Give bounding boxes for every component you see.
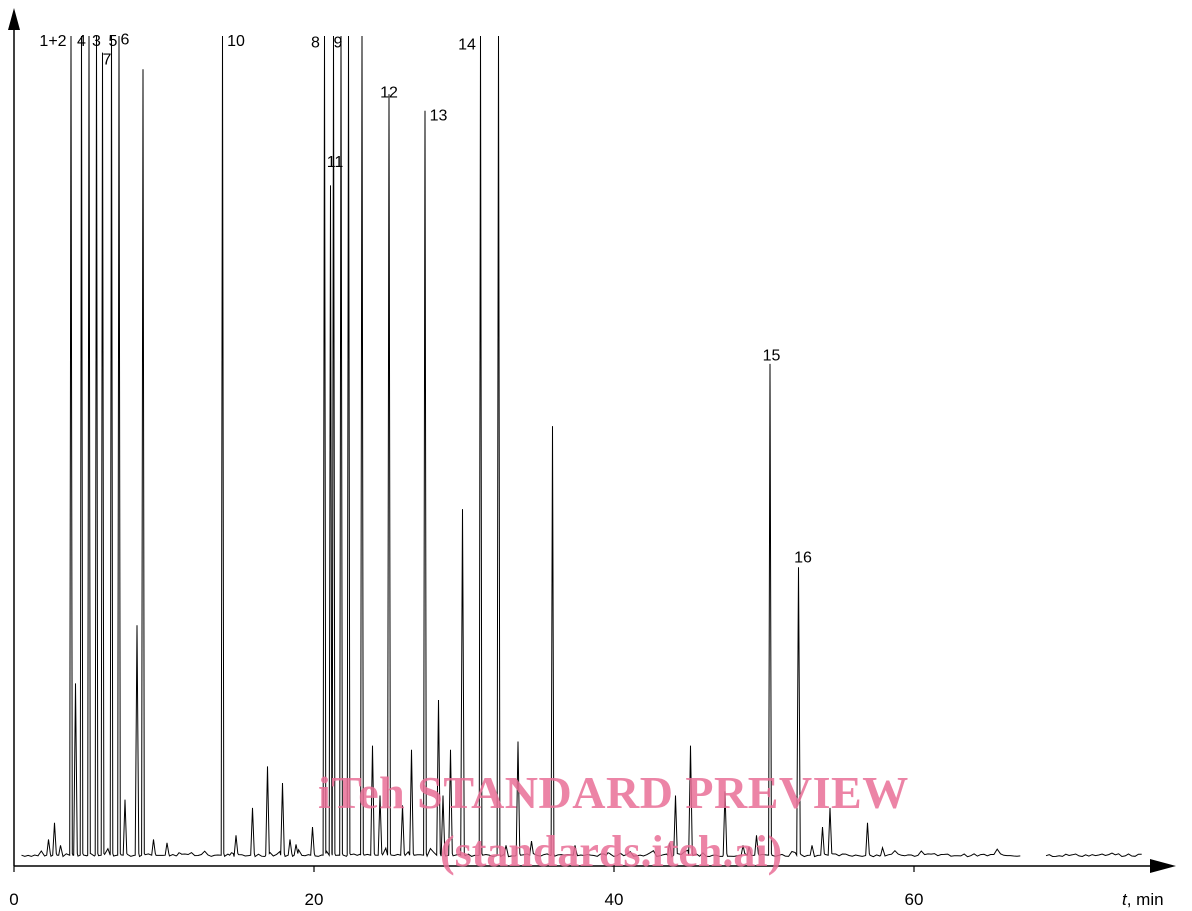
peak-number-label: 12 — [380, 84, 398, 101]
peak-number-label: 9 — [334, 35, 343, 52]
peak-number-label: 13 — [430, 108, 448, 125]
peak-number-label: 10 — [227, 33, 245, 50]
x-axis-label-variable: t — [1122, 890, 1128, 909]
peak-number-label: 6 — [121, 31, 130, 48]
peak-number-label: 4 — [77, 33, 86, 50]
chromatogram-trace — [21, 35, 1142, 858]
watermark-url: (standards.iteh.ai) — [440, 827, 783, 876]
watermark-title: iTeh STANDARD PREVIEW — [318, 767, 909, 818]
peak-number-label: 14 — [458, 36, 476, 53]
peak-number-label: 5 — [109, 33, 118, 50]
y-axis-arrow — [8, 8, 20, 30]
x-tick-label: 60 — [905, 890, 924, 909]
peak-number-label: 1+2 — [39, 33, 66, 50]
x-tick-label: 0 — [9, 890, 18, 909]
x-tick-label: 40 — [605, 890, 624, 909]
peak-number-label: 3 — [92, 33, 101, 50]
peak-number-label: 7 — [103, 51, 112, 68]
x-ticks: 0 20 40 60 — [9, 866, 923, 909]
x-axis-label-unit: , min — [1127, 890, 1164, 909]
peak-labels: 1+2 4 3 576 10 8 9 11 12 13 14 15 16 — [39, 31, 812, 566]
peak-number-label: 16 — [794, 549, 812, 566]
peak-number-label: 15 — [763, 348, 781, 365]
x-tick-label: 20 — [305, 890, 324, 909]
x-axis-arrow — [1150, 859, 1176, 873]
peak-number-label: 11 — [327, 154, 344, 171]
peak-number-label: 8 — [311, 35, 320, 52]
x-axis-label: t, min — [1122, 890, 1164, 909]
axes — [8, 8, 1176, 873]
